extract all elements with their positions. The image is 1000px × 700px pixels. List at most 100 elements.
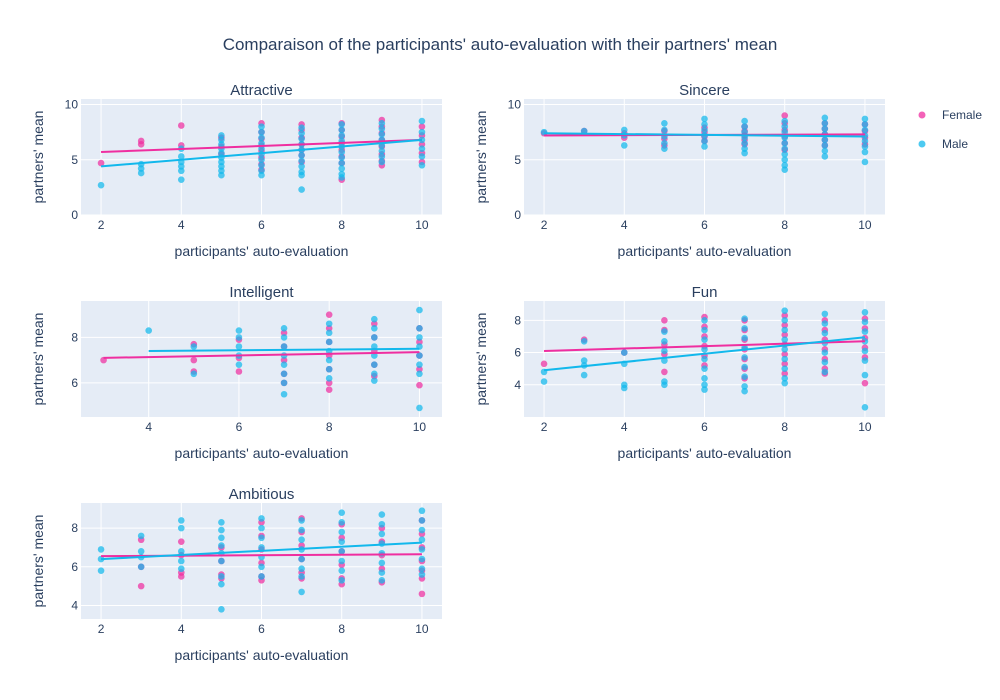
y-tick-label: 6 (71, 376, 78, 390)
x-tick-label: 4 (621, 218, 628, 232)
male-point (781, 117, 789, 125)
male-point (97, 181, 105, 189)
male-point (298, 171, 305, 179)
male-point (781, 317, 789, 324)
male-point (280, 334, 288, 341)
male-point (218, 580, 225, 588)
male-point (258, 534, 265, 542)
x-tick-label: 2 (541, 218, 548, 232)
male-point (580, 371, 588, 379)
legend-item-female[interactable]: Female (918, 108, 983, 122)
male-point (280, 390, 288, 398)
male-point (137, 169, 145, 177)
female-point (137, 140, 145, 148)
male-point (97, 546, 105, 553)
male-point (378, 131, 386, 138)
male-point (821, 125, 829, 133)
male-point (620, 384, 628, 392)
male-point (298, 555, 305, 563)
female-point (418, 590, 426, 598)
male-point (741, 354, 748, 361)
female-point (416, 338, 423, 346)
male-point (378, 153, 386, 160)
x-axis-label: participants' auto-evaluation (175, 243, 349, 259)
female-point (540, 360, 548, 368)
legend-label-female: Female (942, 108, 982, 122)
female-point (781, 112, 789, 119)
male-point (418, 565, 426, 573)
x-tick-label: 10 (415, 622, 429, 636)
male-point (861, 126, 869, 134)
x-tick-label: 8 (338, 218, 345, 232)
male-point (701, 143, 708, 150)
female-point (781, 350, 789, 358)
female-point (325, 324, 333, 332)
male-trendline (101, 541, 422, 561)
male-point (298, 565, 305, 573)
legend-item-male[interactable]: Male (918, 137, 969, 151)
male-point (258, 544, 265, 551)
panel-sincere: 2 4 6 8 10 0 5 10 Sincere participants' auto-eval… (473, 82, 885, 259)
male-point (338, 548, 346, 555)
female-point (325, 386, 333, 394)
x-tick-label: 4 (621, 420, 628, 434)
male-point (325, 338, 333, 346)
male-point (661, 337, 668, 345)
male-point (821, 153, 829, 160)
male-point (416, 306, 423, 314)
male-point (781, 355, 789, 363)
male-point (218, 534, 225, 542)
male-point (861, 371, 869, 379)
male-point (701, 381, 708, 389)
male-point (416, 324, 423, 332)
female-trendline (103, 351, 420, 359)
male-point (298, 124, 305, 132)
male-point (177, 517, 185, 524)
male-point (661, 120, 668, 127)
x-tick-label: 10 (858, 420, 872, 434)
male-point (821, 329, 829, 337)
male-point (741, 139, 748, 147)
female-point (177, 122, 185, 129)
male-point (280, 361, 288, 368)
male-point (418, 517, 426, 524)
male-point (861, 318, 869, 326)
male-point (235, 334, 243, 341)
male-point (620, 126, 628, 134)
male-point (821, 136, 829, 144)
male-point (338, 567, 346, 574)
x-tick-label: 6 (258, 218, 265, 232)
male-point (298, 152, 305, 159)
male-point (821, 349, 829, 356)
x-tick-label: 8 (781, 218, 788, 232)
male-point (861, 115, 869, 123)
male-point (741, 123, 748, 130)
male-point (418, 571, 426, 578)
male-point (338, 132, 346, 139)
male-point (781, 166, 789, 174)
female-point (371, 320, 378, 328)
legend[interactable]: Female Male (918, 108, 983, 151)
male-point (821, 120, 829, 127)
male-point (741, 387, 748, 395)
male-point (338, 509, 346, 516)
male-point (620, 142, 628, 149)
male-point (861, 137, 869, 145)
male-point (177, 557, 185, 565)
male-point (418, 153, 426, 160)
male-point (701, 375, 708, 382)
male-point (741, 334, 748, 342)
male-point (298, 536, 305, 544)
male-point (861, 158, 869, 166)
y-axis-label: partners' mean (30, 515, 46, 608)
x-tick-label: 6 (701, 420, 708, 434)
female-point (97, 159, 105, 167)
male-point (418, 128, 426, 136)
male-point (325, 375, 333, 382)
male-point (861, 308, 869, 316)
male-point (378, 577, 386, 584)
male-point (781, 365, 789, 372)
y-axis-label: partners' mean (473, 111, 489, 204)
x-tick-label: 8 (338, 622, 345, 636)
